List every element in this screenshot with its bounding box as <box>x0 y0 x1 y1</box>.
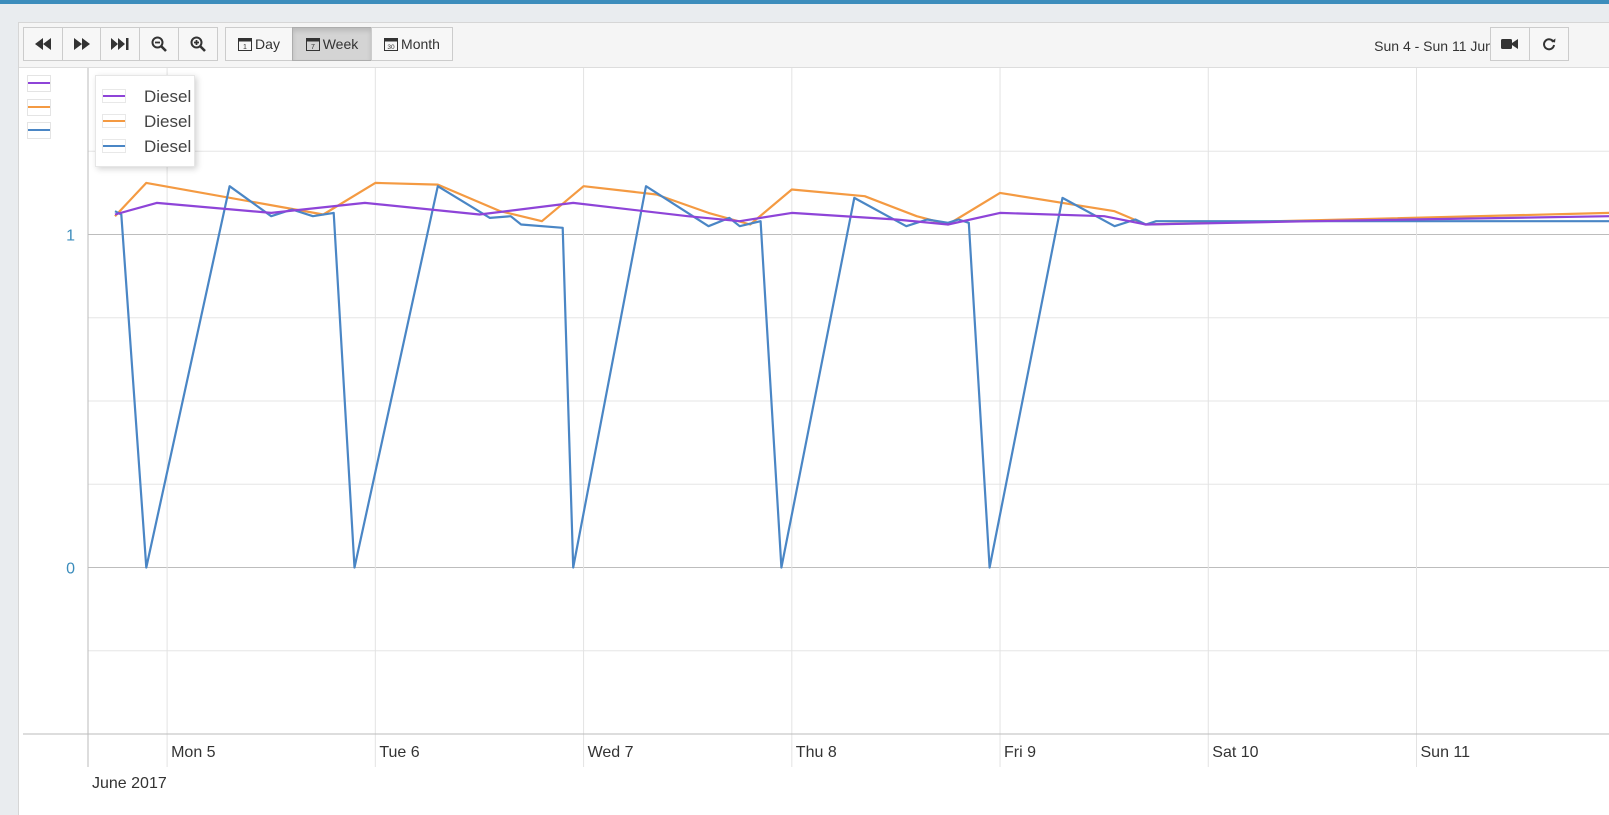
week-view-label: Week <box>322 36 359 52</box>
x-tick-label: Tue 6 <box>379 744 419 761</box>
calendar-icon: 1 <box>238 37 253 51</box>
series-line-3 <box>114 185 1609 569</box>
week-view-button[interactable]: 7 Week <box>292 27 372 61</box>
legend-swatch <box>102 89 126 103</box>
series-swatch <box>28 106 50 108</box>
series-line-2 <box>114 181 1609 226</box>
backward-icon <box>35 38 51 50</box>
zoom-out-icon <box>151 36 167 52</box>
calendar-icon: 7 <box>305 37 320 51</box>
series-toggle-3[interactable] <box>27 122 51 139</box>
legend-label: Diesel <box>144 137 192 156</box>
svg-text:30: 30 <box>387 44 395 51</box>
y-tick-label: 0 <box>66 561 75 578</box>
date-range-label: Sun 4 - Sun 11 Jun 2017 <box>1374 38 1528 54</box>
zoom-out-button[interactable] <box>139 27 179 61</box>
month-view-label: Month <box>401 36 440 52</box>
legend-item-3[interactable]: Diesel <box>96 136 194 158</box>
line-chart[interactable]: Mon 5 Tue 6 Wed 7 Thu 8 Fri 9 Sat 10 Sun 11 0 1 J… <box>19 68 1609 815</box>
legend-swatch <box>102 139 126 153</box>
backward-button[interactable] <box>23 27 63 61</box>
zoom-in-button[interactable] <box>178 27 218 61</box>
x-tick-label: Wed 7 <box>588 744 634 761</box>
x-tick-label: Sun 11 <box>1421 744 1471 761</box>
video-camera-icon <box>1501 38 1519 50</box>
top-accent-bar <box>0 0 1609 4</box>
x-tick-label: Thu 8 <box>796 744 837 761</box>
x-axis-caption: June 2017 <box>92 775 167 792</box>
x-tick-label: Fri 9 <box>1004 744 1036 761</box>
graph-panel: 1 Day 7 Week 30 Month Sun 4 - Sun 11 Jun… <box>18 22 1609 815</box>
series-line-1 <box>114 201 1609 226</box>
chart-legend: Diesel Diesel Diesel <box>95 75 195 167</box>
x-tick-label: Sat 10 <box>1212 744 1258 761</box>
forward-icon <box>73 38 90 50</box>
refresh-button[interactable] <box>1529 27 1569 61</box>
x-tick-label: Mon 5 <box>171 744 216 761</box>
calendar-icon: 30 <box>384 37 399 51</box>
y-tick-label: 1 <box>66 228 75 245</box>
svg-text:7: 7 <box>311 44 315 51</box>
forward-button[interactable] <box>62 27 101 61</box>
month-view-button[interactable]: 30 Month <box>371 27 453 61</box>
legend-item-2[interactable]: Diesel <box>96 111 194 133</box>
zoom-in-icon <box>190 36 206 52</box>
day-view-label: Day <box>255 36 280 52</box>
series-toggle-1[interactable] <box>27 75 51 92</box>
fast-forward-button[interactable] <box>100 27 140 61</box>
fast-forward-icon <box>111 38 129 50</box>
svg-text:1: 1 <box>243 44 247 51</box>
series-toggle-2[interactable] <box>27 99 51 116</box>
toolbar: 1 Day 7 Week 30 Month Sun 4 - Sun 11 Jun… <box>19 23 1609 68</box>
day-view-button[interactable]: 1 Day <box>225 27 293 61</box>
video-camera-button[interactable] <box>1490 27 1530 61</box>
refresh-icon <box>1542 37 1556 51</box>
legend-swatch <box>102 114 126 128</box>
legend-label: Diesel <box>144 112 192 131</box>
legend-label: Diesel <box>144 87 192 106</box>
legend-item-1[interactable]: Diesel <box>96 86 194 108</box>
series-swatch <box>28 82 50 84</box>
series-swatch <box>28 129 50 131</box>
